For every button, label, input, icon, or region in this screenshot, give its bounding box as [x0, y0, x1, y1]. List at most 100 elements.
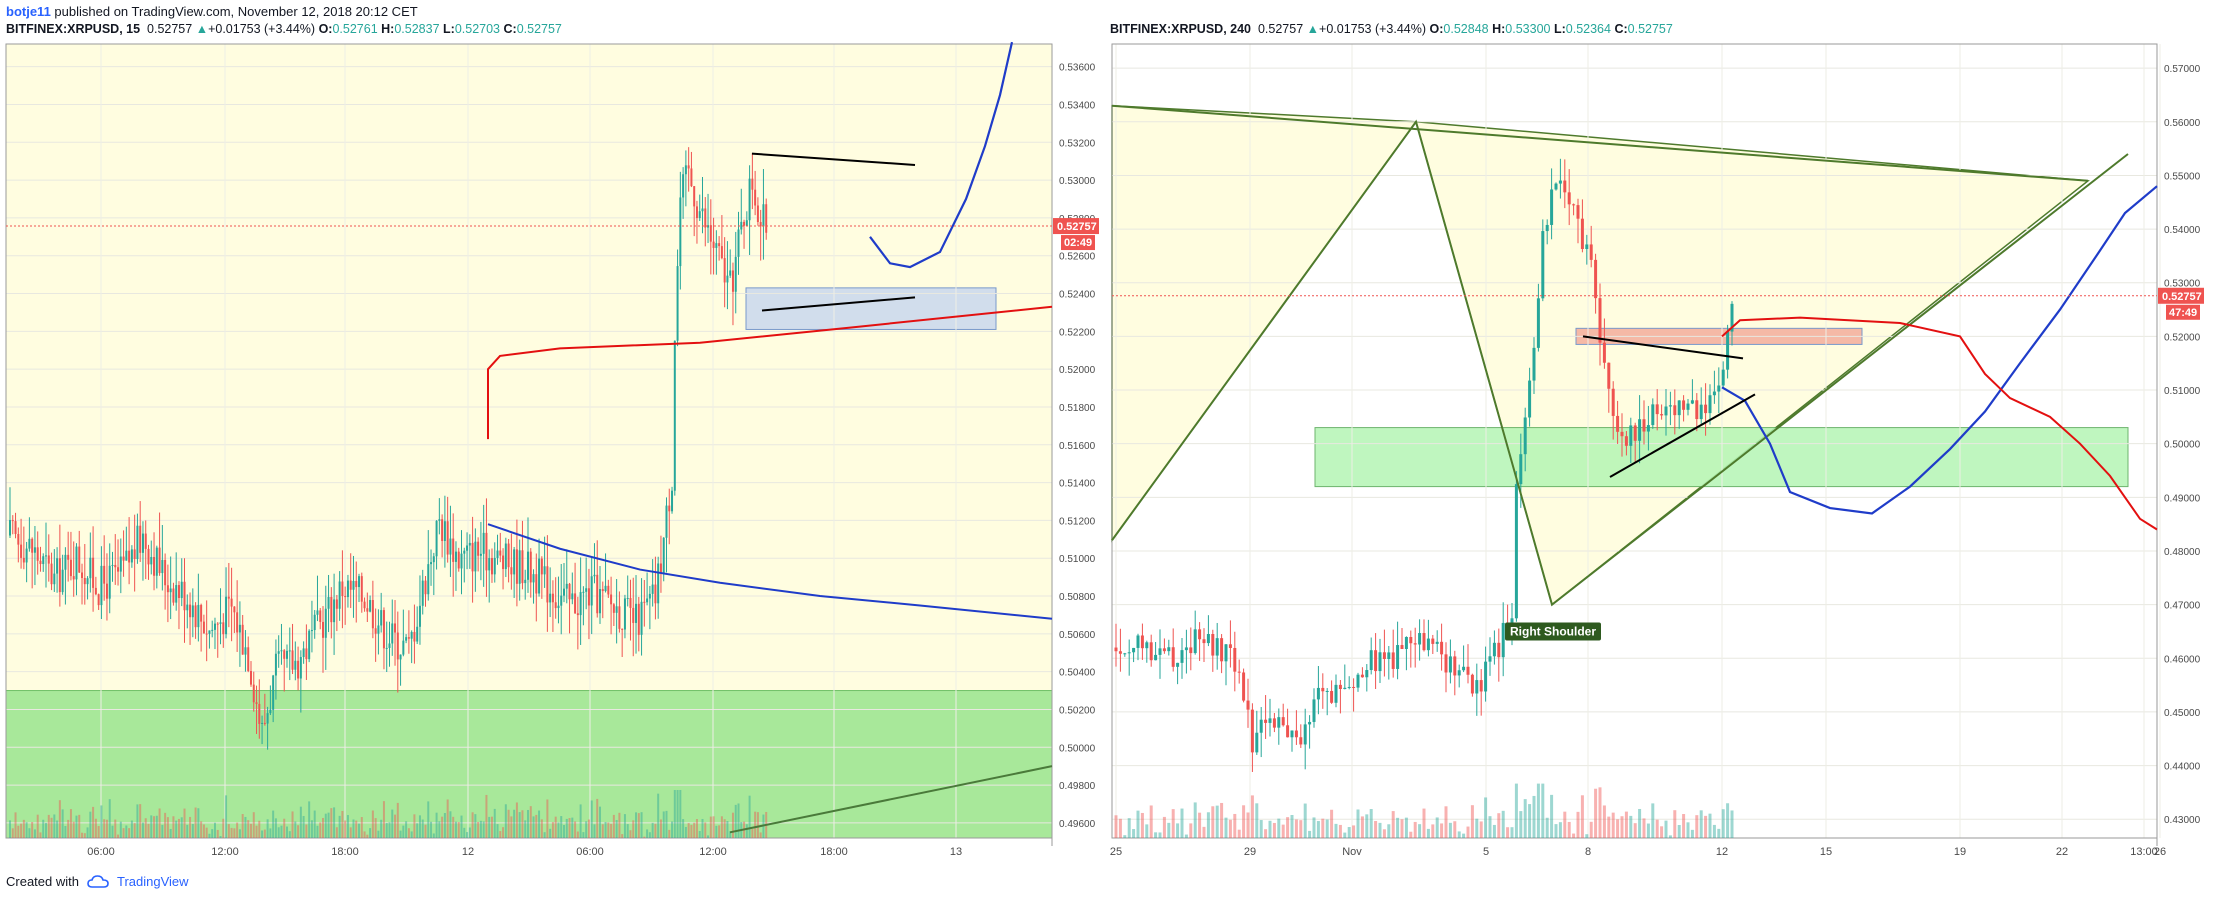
candle-body	[643, 601, 646, 603]
volume-bar	[355, 820, 358, 838]
candle-body	[1272, 718, 1276, 728]
candle-body	[659, 563, 662, 574]
candle-body	[712, 241, 715, 248]
right-chart-header: BITFINEX:XRPUSD, 240 0.52757 ▲+0.01753 (…	[1110, 22, 1673, 36]
volume-bar	[1444, 806, 1448, 838]
candle-body	[236, 612, 239, 633]
candle-body	[543, 566, 546, 575]
candle-body	[1457, 670, 1461, 676]
volume-bar	[94, 818, 97, 838]
volume-bar	[1594, 788, 1598, 838]
candle-body	[338, 581, 341, 609]
candle-body	[322, 621, 325, 638]
candle-body	[1484, 661, 1488, 692]
low-label: L:	[1553, 22, 1566, 36]
close-value: 0.52757	[516, 22, 562, 36]
volume-bar	[515, 802, 518, 838]
candle-body	[391, 623, 394, 644]
candle-body	[507, 543, 510, 568]
symbol-label[interactable]: BITFINEX:XRPUSD, 15	[6, 22, 141, 36]
candle-body	[1444, 654, 1448, 673]
candle-body	[463, 550, 466, 554]
volume-bar	[1215, 805, 1219, 838]
close-label: C:	[1614, 22, 1628, 36]
candle-body	[493, 557, 496, 575]
x-tick-label: 18:00	[331, 846, 359, 858]
candle-body	[1717, 385, 1721, 392]
candle-body	[128, 550, 131, 563]
volume-bar	[166, 817, 169, 838]
volume-bar	[161, 824, 164, 838]
candle-body	[563, 588, 565, 596]
volume-bar	[1484, 797, 1488, 838]
candle-body	[593, 574, 596, 577]
candle-body	[208, 630, 211, 634]
volume-bar	[333, 807, 336, 838]
tradingview-link[interactable]: TradingView	[116, 874, 189, 889]
volume-bar	[1242, 805, 1246, 838]
volume-bar	[507, 809, 510, 838]
volume-bar	[169, 828, 172, 838]
volume-bar	[236, 822, 239, 838]
volume-bar	[1281, 824, 1285, 838]
candle-body	[1664, 406, 1668, 416]
candle-body	[477, 541, 480, 556]
candle-body	[1330, 690, 1334, 703]
candle-body	[305, 648, 308, 660]
symbol-label[interactable]: BITFINEX:XRPUSD, 240	[1110, 22, 1252, 36]
candle-body	[1286, 725, 1290, 738]
volume-bar	[1312, 817, 1316, 838]
x-tick-label: 06:00	[576, 846, 604, 858]
close-value: 0.52757	[1627, 22, 1673, 36]
candle-body	[693, 186, 696, 207]
candle-body	[97, 594, 100, 606]
volume-bar	[1660, 826, 1664, 838]
volume-bar	[1497, 813, 1501, 838]
candle-body	[1501, 622, 1505, 658]
candle-body	[1545, 224, 1549, 232]
candle-body	[1299, 737, 1303, 745]
candle-body	[1607, 362, 1611, 389]
volume-bar	[1294, 819, 1298, 838]
candle-body	[1554, 183, 1558, 190]
candle-body	[1646, 425, 1650, 432]
volume-bar	[164, 812, 167, 838]
candle-body	[1448, 656, 1452, 673]
candle-body	[189, 604, 192, 618]
candle-body	[607, 585, 610, 595]
candle-body	[646, 598, 649, 603]
volume-bar	[549, 828, 552, 838]
volume-bar	[604, 821, 607, 838]
volume-bar	[748, 795, 751, 838]
candle-body	[1413, 643, 1417, 645]
candle-body	[621, 628, 624, 630]
volume-bar	[1330, 809, 1334, 838]
candle-body	[1510, 618, 1514, 633]
volume-bar	[718, 825, 721, 838]
candle-body	[1294, 730, 1298, 738]
volume-bar	[1616, 819, 1620, 838]
candle-body	[1567, 192, 1571, 205]
y-tick-label: 0.51000	[2164, 386, 2201, 397]
volume-bar	[155, 815, 158, 838]
volume-bar	[1690, 829, 1694, 838]
volume-bar	[693, 822, 696, 838]
y-tick-label: 0.56000	[2164, 118, 2201, 129]
candle-body	[310, 630, 313, 632]
candle-body	[1382, 652, 1386, 659]
volume-bar	[1545, 817, 1549, 838]
candle-body	[319, 610, 322, 622]
volume-bar	[618, 812, 621, 838]
candle-body	[438, 519, 441, 521]
candle-body	[1541, 231, 1545, 299]
candle-body	[538, 558, 541, 594]
candle-body	[283, 650, 286, 659]
candle-body	[1479, 680, 1483, 692]
candle-body	[418, 605, 421, 627]
right-shoulder-label: Right Shoulder	[1510, 624, 1596, 638]
candle-body	[1453, 656, 1457, 676]
author-link[interactable]: botje11	[6, 4, 51, 19]
candle-body	[1193, 629, 1197, 654]
